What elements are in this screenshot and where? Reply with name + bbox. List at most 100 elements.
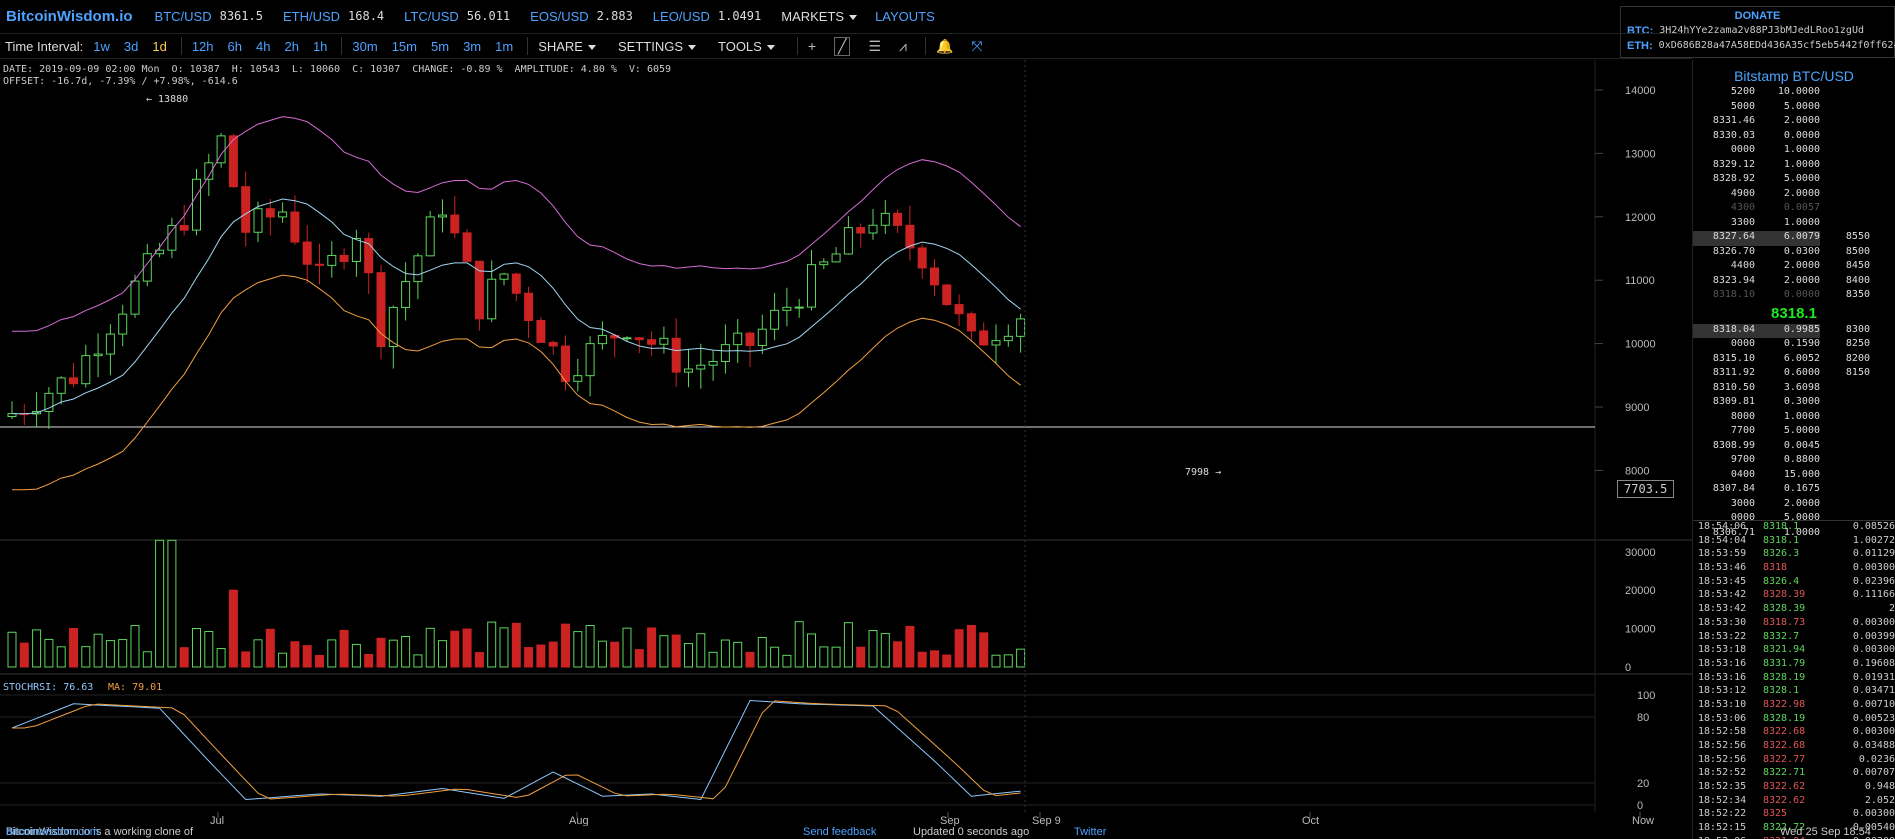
candle-body[interactable] bbox=[118, 313, 128, 335]
interval-30m[interactable]: 30m bbox=[352, 38, 378, 54]
candle-body[interactable] bbox=[351, 238, 361, 262]
candle-body[interactable] bbox=[339, 254, 349, 262]
candle-body[interactable] bbox=[388, 306, 398, 348]
candle-body[interactable] bbox=[647, 339, 657, 345]
layouts-link[interactable]: LAYOUTS bbox=[875, 8, 935, 24]
share-menu[interactable]: SHARE bbox=[538, 39, 596, 54]
candle-body[interactable] bbox=[265, 208, 275, 218]
candle-body[interactable] bbox=[228, 135, 238, 188]
bids-row[interactable]: 8315.10 6.0052 8200 bbox=[1693, 353, 1895, 368]
candle-body[interactable] bbox=[856, 227, 866, 234]
plus-icon[interactable]: + bbox=[807, 38, 817, 54]
candle-body[interactable] bbox=[794, 306, 804, 309]
candle-body[interactable] bbox=[536, 319, 546, 343]
candle-body[interactable] bbox=[499, 273, 509, 280]
candle-body[interactable] bbox=[966, 313, 976, 332]
asks-row[interactable]: 8330.03 0.0000 bbox=[1693, 130, 1895, 145]
candle-body[interactable] bbox=[634, 337, 644, 341]
candle-body[interactable] bbox=[979, 330, 989, 346]
candle-body[interactable] bbox=[585, 343, 595, 377]
interval-3m[interactable]: 3m bbox=[463, 38, 482, 54]
candle-body[interactable] bbox=[917, 247, 927, 269]
interval-1d[interactable]: 1d bbox=[152, 38, 167, 54]
candle-body[interactable] bbox=[425, 216, 435, 257]
fib-icon[interactable]: ⩘ bbox=[899, 37, 907, 54]
asks-row[interactable]: 4300 0.0057 bbox=[1693, 202, 1895, 217]
candle-body[interactable] bbox=[782, 306, 792, 311]
candle-body[interactable] bbox=[1016, 318, 1026, 337]
bids-row[interactable]: 8306.71 1.0000 bbox=[1693, 527, 1895, 542]
asks-row[interactable]: 4900 2.0000 bbox=[1693, 188, 1895, 203]
candle-body[interactable] bbox=[290, 211, 300, 243]
bids-row[interactable]: 8307.84 0.1675 bbox=[1693, 483, 1895, 498]
candle-body[interactable] bbox=[192, 178, 201, 231]
candle-body[interactable] bbox=[930, 267, 939, 286]
footer-clone-link[interactable]: bitcoinwisdom.com bbox=[6, 826, 99, 838]
candle-body[interactable] bbox=[278, 211, 288, 218]
asks-row[interactable]: 8323.94 2.0000 8400 bbox=[1693, 275, 1895, 290]
candle-body[interactable] bbox=[179, 225, 189, 231]
asks-row[interactable]: 8318.10 0.0000 8350 bbox=[1693, 289, 1895, 304]
interval-3d[interactable]: 3d bbox=[123, 38, 139, 54]
candle-body[interactable] bbox=[696, 364, 706, 370]
candle-body[interactable] bbox=[905, 224, 915, 249]
feedback-link[interactable]: Send feedback bbox=[803, 826, 877, 838]
candle-body[interactable] bbox=[524, 292, 534, 321]
asks-row[interactable]: 8328.92 5.0000 bbox=[1693, 173, 1895, 188]
bids-row[interactable]: 3000 2.0000 bbox=[1693, 498, 1895, 513]
candle-body[interactable] bbox=[819, 261, 829, 266]
bids-row[interactable]: 8000 1.0000 bbox=[1693, 411, 1895, 426]
bids-row[interactable]: 8310.50 3.6098 bbox=[1693, 382, 1895, 397]
candle-body[interactable] bbox=[315, 263, 324, 266]
candle-body[interactable] bbox=[843, 227, 853, 255]
ticker-eos-usd[interactable]: EOS/USD 2.883 bbox=[530, 9, 633, 24]
asks-row[interactable]: 4400 2.0000 8450 bbox=[1693, 260, 1895, 275]
asks-row[interactable]: 0000 1.0000 bbox=[1693, 144, 1895, 159]
candle-body[interactable] bbox=[438, 214, 447, 218]
candle-body[interactable] bbox=[204, 162, 214, 180]
candle-body[interactable] bbox=[401, 281, 411, 308]
bell-icon[interactable]: 🔔 bbox=[935, 37, 954, 54]
interval-1m[interactable]: 1m bbox=[495, 38, 514, 54]
eth-address[interactable]: 0xD686B28a47A58EDd436A35cf5eb5442f0ff624 bbox=[1658, 40, 1895, 51]
bids-row[interactable]: 8309.81 0.3000 bbox=[1693, 396, 1895, 411]
markets-menu[interactable]: MARKETS bbox=[781, 9, 858, 24]
candle-body[interactable] bbox=[733, 332, 743, 346]
settings-menu[interactable]: SETTINGS bbox=[618, 39, 696, 54]
candle-body[interactable] bbox=[241, 186, 251, 233]
candle-body[interactable] bbox=[1003, 335, 1013, 342]
asks-row[interactable]: 5000 5.0000 bbox=[1693, 101, 1895, 116]
candle-body[interactable] bbox=[487, 278, 497, 320]
bids-row[interactable]: 0000 0.1590 8250 bbox=[1693, 338, 1895, 353]
interval-12h[interactable]: 12h bbox=[191, 38, 214, 54]
asks-row[interactable]: 8331.46 2.0000 bbox=[1693, 115, 1895, 130]
candle-body[interactable] bbox=[413, 255, 423, 283]
bids-row[interactable]: 0400 15.000 bbox=[1693, 469, 1895, 484]
candle-body[interactable] bbox=[167, 225, 177, 251]
candle-body[interactable] bbox=[450, 214, 460, 234]
asks-row[interactable]: 8327.64 6.0079 8550 bbox=[1693, 231, 1895, 246]
bids-row[interactable]: 8311.92 0.6000 8150 bbox=[1693, 367, 1895, 382]
candle-body[interactable] bbox=[671, 337, 681, 373]
ticker-eth-usd[interactable]: ETH/USD 168.4 bbox=[283, 9, 384, 24]
line-draw-icon[interactable]: ╱ bbox=[834, 36, 851, 56]
candle-body[interactable] bbox=[511, 273, 521, 294]
tools-menu[interactable]: TOOLS bbox=[718, 39, 775, 54]
candle-body[interactable] bbox=[770, 309, 780, 330]
candle-body[interactable] bbox=[253, 208, 263, 233]
candle-body[interactable] bbox=[622, 337, 632, 340]
interval-5m[interactable]: 5m bbox=[431, 38, 450, 54]
fullscreen-icon[interactable]: ⤧ bbox=[971, 37, 983, 54]
ticker-btc-usd[interactable]: BTC/USD 8361.5 bbox=[155, 9, 263, 24]
candle-body[interactable] bbox=[474, 260, 484, 320]
candle-body[interactable] bbox=[708, 360, 718, 366]
asks-row[interactable]: 3300 1.0000 bbox=[1693, 217, 1895, 232]
bids-row[interactable]: 0000 5.0000 bbox=[1693, 512, 1895, 527]
candle-body[interactable] bbox=[302, 241, 312, 265]
ticker-ltc-usd[interactable]: LTC/USD 56.011 bbox=[404, 9, 510, 24]
interval-1h[interactable]: 1h bbox=[312, 38, 328, 54]
bids-row[interactable]: 9700 0.8800 bbox=[1693, 454, 1895, 469]
ticker-leo-usd[interactable]: LEO/USD 1.0491 bbox=[653, 9, 761, 24]
bids-row[interactable]: 7700 5.0000 bbox=[1693, 425, 1895, 440]
